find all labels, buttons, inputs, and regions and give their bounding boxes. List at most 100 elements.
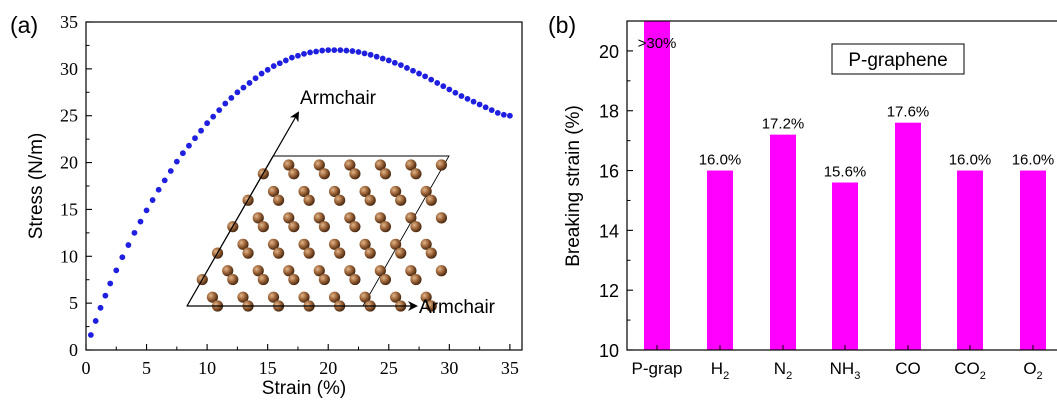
- carbon-atom: [405, 212, 417, 224]
- carbon-atom: [283, 212, 295, 224]
- data-point: [464, 95, 471, 102]
- carbon-atom: [318, 221, 330, 233]
- carbon-atom: [435, 265, 448, 277]
- data-point: [222, 100, 229, 107]
- carbon-atom: [252, 265, 264, 277]
- panel-a-data-points: [87, 47, 513, 338]
- y-tick-label: 20: [60, 153, 78, 173]
- data-point: [252, 75, 259, 82]
- x-tick-label: 5: [142, 358, 151, 378]
- carbon-atom: [288, 273, 300, 286]
- data-point: [107, 280, 114, 287]
- x-tick-label: 10: [198, 358, 216, 378]
- panel-a: (a) 0 5 10 15 20 25 30 35 0 5 10 15 20 25 30 35 Strain …: [10, 12, 523, 399]
- data-point: [173, 158, 180, 165]
- carbon-atom: [328, 238, 341, 250]
- data-point: [416, 70, 422, 77]
- data-point: [458, 93, 465, 99]
- data-point: [422, 73, 429, 80]
- carbon-atom: [349, 221, 361, 233]
- bar: [770, 134, 796, 350]
- data-point: [404, 65, 410, 71]
- data-point: [246, 80, 253, 86]
- x-tick-label: 20: [319, 358, 337, 378]
- carbon-atom: [267, 291, 280, 303]
- data-point: [349, 48, 356, 54]
- data-point: [379, 55, 386, 62]
- y-tick-label: 14: [599, 221, 619, 241]
- carbon-atom: [344, 159, 356, 171]
- data-point: [87, 332, 94, 338]
- data-point: [192, 135, 198, 142]
- panel-b-category-labels: P-grap H2 N2 NH3 CO CO2 O2: [631, 359, 1042, 382]
- panel-b-bars: [644, 21, 1046, 350]
- carbon-atom: [283, 159, 295, 171]
- carbon-atom: [344, 265, 356, 277]
- unit-cell-outline: [186, 155, 450, 307]
- data-point: [216, 107, 223, 113]
- data-point: [446, 86, 453, 93]
- panel-b-label: (b): [548, 12, 576, 38]
- data-point: [488, 107, 495, 113]
- carbon-atom: [435, 212, 448, 224]
- carbon-atom: [328, 185, 341, 198]
- data-point: [391, 59, 398, 66]
- lattice-atoms: [196, 159, 448, 312]
- panel-b-y-axis-label: Breaking strain (%): [563, 105, 584, 267]
- legend-box: [831, 43, 965, 75]
- data-point: [319, 47, 326, 54]
- bar-value-label: >30%: [638, 35, 677, 52]
- bar-value-label: 16.0%: [949, 152, 992, 169]
- carbon-atom: [222, 265, 234, 277]
- legend-text: P-graphene: [848, 50, 947, 71]
- lattice-bonds: [210, 162, 434, 309]
- data-point: [258, 70, 265, 77]
- data-point: [482, 104, 489, 111]
- carbon-atom: [267, 238, 280, 250]
- y-tick-label: 10: [599, 341, 619, 361]
- panel-a-y-axis-label: Stress (N/m): [26, 133, 47, 240]
- carbon-atom: [267, 185, 280, 198]
- data-point: [210, 113, 217, 120]
- data-point: [276, 60, 283, 67]
- data-point: [131, 229, 138, 236]
- carbon-atom: [379, 273, 392, 286]
- data-point: [143, 207, 150, 214]
- data-point: [385, 57, 392, 64]
- carbon-atom: [420, 238, 432, 250]
- data-point: [440, 83, 447, 90]
- data-point: [234, 89, 241, 96]
- armchair-arrow-up: [186, 111, 299, 307]
- bar: [832, 182, 858, 350]
- panel-b: (b) 10 12 14 16 18 20 >30% 16.0% 17.2% 15.6% 17.6…: [548, 12, 1057, 382]
- category-label: NH3: [830, 359, 861, 382]
- data-point: [204, 120, 211, 127]
- carbon-atom: [313, 212, 325, 224]
- panel-b-value-labels: >30% 16.0% 17.2% 15.6% 17.6% 16.0% 16.0%: [638, 35, 1055, 181]
- carbon-atom: [364, 247, 376, 259]
- y-tick-label: 5: [69, 293, 78, 313]
- bar: [644, 21, 670, 350]
- carbon-atom: [227, 273, 239, 286]
- data-point: [264, 66, 271, 73]
- data-point: [331, 47, 338, 54]
- data-point: [343, 47, 350, 54]
- carbon-atom: [405, 159, 417, 171]
- carbon-atom: [359, 291, 371, 303]
- bar: [957, 170, 983, 350]
- data-point: [97, 304, 104, 311]
- data-point: [295, 52, 301, 59]
- carbon-atom: [374, 212, 386, 224]
- data-point: [470, 98, 477, 105]
- armchair-label-right: Armchair: [419, 297, 496, 318]
- carbon-atom: [303, 194, 315, 206]
- data-point: [307, 49, 313, 56]
- x-tick-label: 30: [440, 358, 458, 378]
- data-point: [228, 95, 235, 101]
- data-point: [167, 168, 174, 174]
- data-point: [149, 197, 156, 203]
- y-tick-label: 20: [599, 42, 619, 62]
- carbon-atom: [374, 265, 386, 277]
- carbon-atom: [425, 194, 437, 206]
- carbon-atom: [283, 265, 295, 277]
